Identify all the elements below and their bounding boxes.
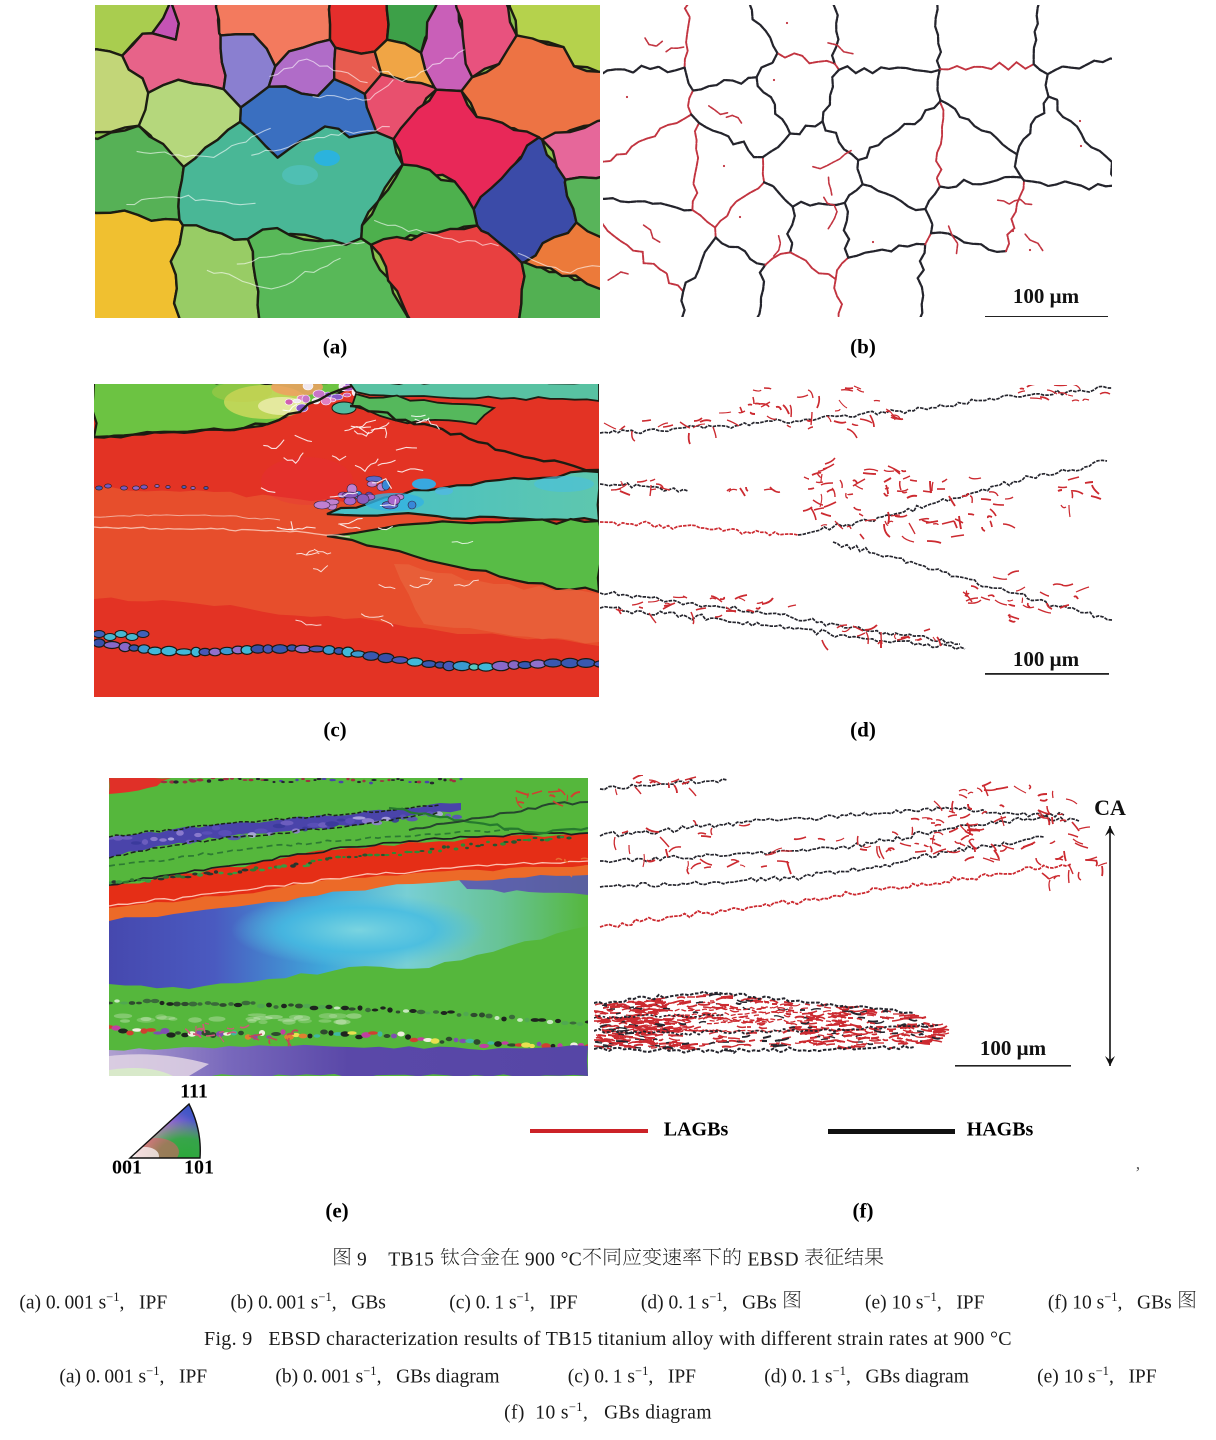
svg-text:100 μm: 100 μm [980, 1036, 1047, 1060]
svg-text:100 μm: 100 μm [1013, 647, 1080, 671]
svg-text:100 μm: 100 μm [1013, 284, 1080, 308]
svg-text:CA: CA [1094, 795, 1126, 820]
